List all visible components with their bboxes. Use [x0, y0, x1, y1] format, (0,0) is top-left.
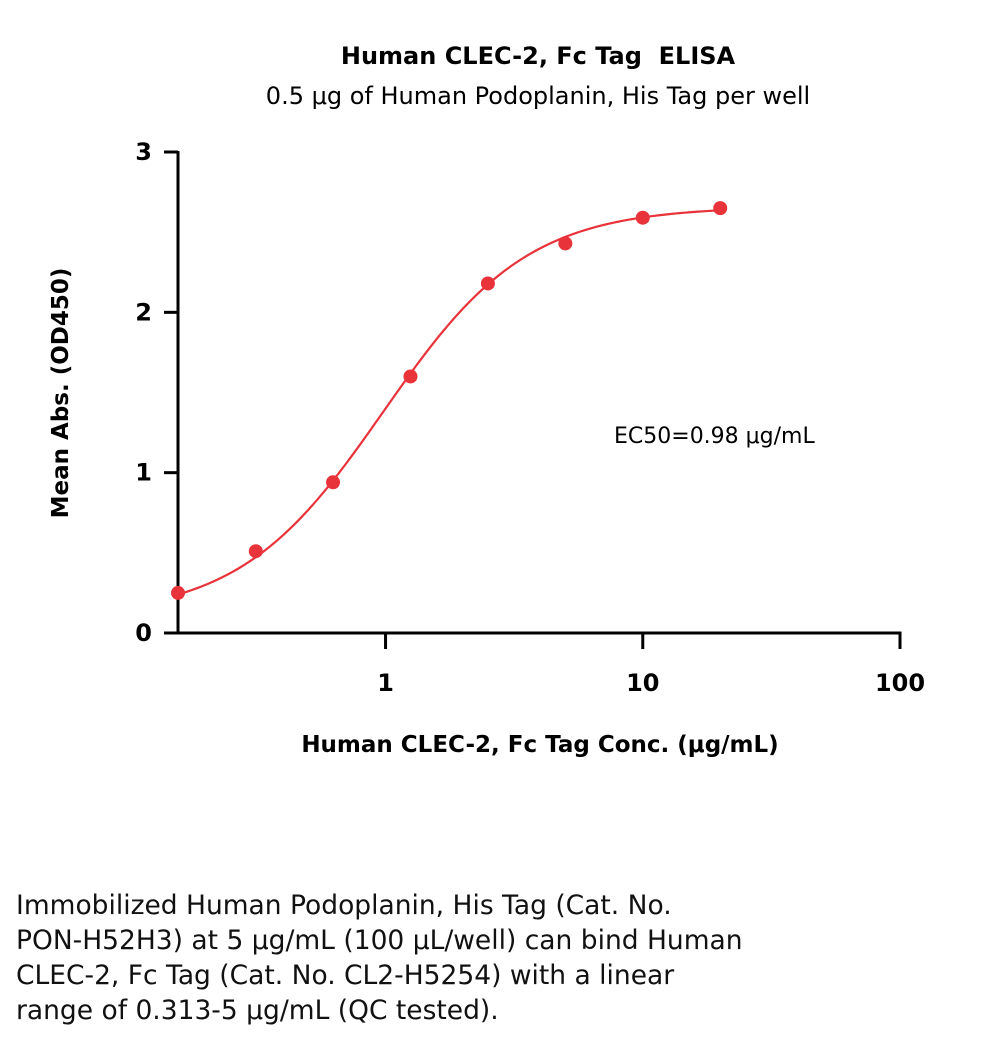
- fit-curve: [177, 209, 721, 596]
- y-tick-label: 2: [135, 298, 152, 326]
- data-point: [635, 210, 650, 225]
- y-tick-label: 1: [135, 459, 152, 487]
- x-axis: 1 10 100: [164, 631, 925, 697]
- data-point: [403, 369, 418, 384]
- x-axis-label: Human CLEC-2, Fc Tag Conc. (μg/mL): [301, 732, 778, 758]
- data-point: [248, 544, 263, 559]
- y-tick-label: 0: [135, 619, 152, 647]
- caption-line: range of 0.313-5 μg/mL (QC tested).: [16, 995, 499, 1026]
- data-points-layer: [171, 201, 728, 600]
- chart-title: Human CLEC-2, Fc Tag ELISA: [341, 42, 736, 70]
- data-point: [326, 475, 341, 490]
- data-point: [480, 276, 495, 291]
- data-point: [713, 201, 728, 216]
- y-axis: 0 1 2 3: [135, 138, 180, 647]
- chart-subtitle: 0.5 μg of Human Podoplanin, His Tag per …: [266, 82, 810, 110]
- x-tick-label: 100: [875, 669, 925, 697]
- ec50-annotation: EC50=0.98 μg/mL: [614, 424, 815, 449]
- caption: Immobilized Human Podoplanin, His Tag (C…: [16, 888, 916, 1028]
- caption-line: PON-H52H3) at 5 μg/mL (100 μL/well) can …: [16, 925, 743, 956]
- caption-line: Immobilized Human Podoplanin, His Tag (C…: [16, 890, 672, 921]
- caption-line: CLEC-2, Fc Tag (Cat. No. CL2-H5254) with…: [16, 960, 675, 991]
- fit-curve-layer: [177, 209, 721, 596]
- y-axis-label: Mean Abs. (OD450): [48, 268, 74, 519]
- x-tick-label: 10: [626, 669, 659, 697]
- data-point: [558, 236, 573, 251]
- x-tick-label: 1: [377, 669, 394, 697]
- data-point: [171, 585, 185, 600]
- y-tick-label: 3: [135, 138, 152, 166]
- elisa-chart: Human CLEC-2, Fc Tag ELISA 0.5 μg of Hum…: [48, 42, 925, 758]
